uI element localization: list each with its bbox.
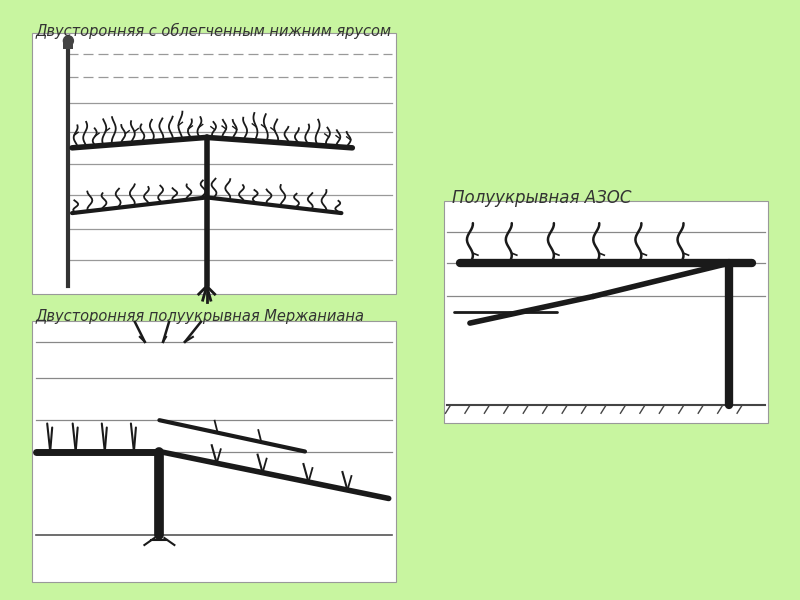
Bar bbox=[32, 33, 396, 294]
Bar bbox=[63, 39, 74, 49]
Text: Полуукрывная АЗОС: Полуукрывная АЗОС bbox=[452, 189, 631, 207]
Text: Двусторонняя с облегченным нижним ярусом: Двусторонняя с облегченным нижним ярусом bbox=[36, 23, 392, 39]
Bar bbox=[32, 321, 396, 582]
Bar bbox=[444, 201, 768, 423]
Text: Двусторонняя полуукрывная Мержаниана: Двусторонняя полуукрывная Мержаниана bbox=[36, 309, 365, 324]
Circle shape bbox=[63, 36, 74, 46]
